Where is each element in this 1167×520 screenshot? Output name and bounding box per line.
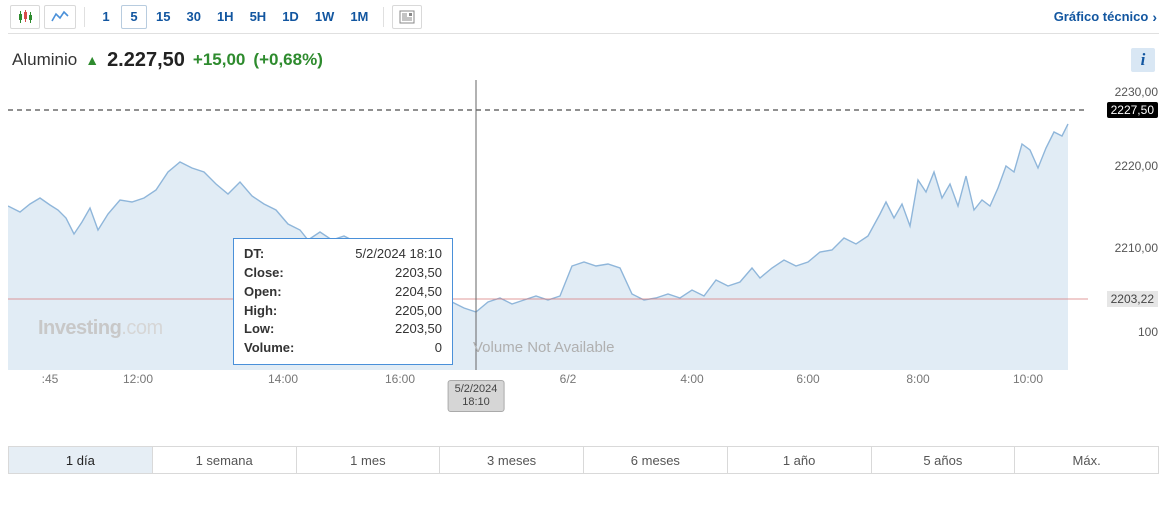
tooltip-value: 2204,50 [395,283,442,302]
technical-chart-link[interactable]: Gráfico técnico › [1054,9,1157,25]
tooltip-value: 2205,00 [395,302,442,321]
instrument-header: Aluminio ▲ 2.227,50 +15,00 (+0,68%) i [8,34,1159,80]
x-axis-tick: 12:00 [123,372,153,386]
chart-widget: 1515301H5H1D1W1M Gráfico técnico › Alumi… [0,0,1167,520]
direction-up-icon: ▲ [85,52,99,68]
instrument-price: 2.227,50 [107,49,185,72]
range-tab-6[interactable]: 5 años [872,447,1016,473]
chart-toolbar: 1515301H5H1D1W1M Gráfico técnico › [8,4,1159,34]
chart-type-candlestick-button[interactable] [10,5,40,29]
watermark: Investing.com [38,317,163,340]
y-axis-tick: 100 [1138,325,1158,339]
y-axis-tick: 2230,00 [1115,85,1158,99]
tooltip-row: DT: 5/2/2024 18:10 [244,245,442,264]
watermark-domain: .com [121,317,162,339]
tooltip-row: Open: 2204,50 [244,283,442,302]
info-button[interactable]: i [1131,48,1155,72]
interval-1m-button[interactable]: 1M [343,5,375,29]
price-chart[interactable]: 2230,00 2220,00 2210,00 100 2227,50 2203,22 :… [8,80,1158,410]
ohlc-tooltip: DT: 5/2/2024 18:10 Close: 2203,50 Open: 2204,… [233,238,453,365]
chevron-right-icon: › [1152,9,1157,25]
interval-1d-button[interactable]: 1D [275,5,306,29]
volume-not-available-label: Volume Not Available [473,339,614,356]
crosshair-time-label: 5/2/2024 18:10 [448,380,505,412]
newspaper-icon [399,10,415,24]
x-axis-tick: 10:00 [1013,372,1043,386]
tooltip-row: Low: 2203,50 [244,320,442,339]
x-axis-tick: 8:00 [906,372,929,386]
interval-30-button[interactable]: 30 [179,5,207,29]
range-tab-7[interactable]: Máx. [1015,447,1158,473]
y-axis-ref-price: 2203,22 [1107,291,1158,307]
price-change-pct: (+0,68%) [253,50,322,70]
technical-chart-label: Gráfico técnico [1054,9,1149,24]
toolbar-separator [84,7,85,27]
tooltip-row: High: 2205,00 [244,302,442,321]
interval-5h-button[interactable]: 5H [243,5,274,29]
tooltip-key: Low: [244,320,274,339]
tooltip-value: 5/2/2024 18:10 [355,245,442,264]
x-axis-tick: 6:00 [796,372,819,386]
interval-1w-button[interactable]: 1W [308,5,342,29]
range-tab-4[interactable]: 6 meses [584,447,728,473]
x-axis-tick: 14:00 [268,372,298,386]
y-axis-current-price: 2227,50 [1107,102,1158,118]
interval-buttons: 1515301H5H1D1W1M [93,5,375,29]
tooltip-key: High: [244,302,277,321]
range-tab-3[interactable]: 3 meses [440,447,584,473]
instrument-name: Aluminio [12,50,77,70]
tooltip-key: DT: [244,245,264,264]
y-axis-tick: 2220,00 [1115,159,1158,173]
news-toggle-button[interactable] [392,5,422,29]
tooltip-key: Close: [244,264,284,283]
tooltip-value: 2203,50 [395,320,442,339]
range-tab-0[interactable]: 1 día [9,447,153,473]
toolbar-separator [383,7,384,27]
candlestick-icon [17,9,33,25]
tooltip-row: Close: 2203,50 [244,264,442,283]
x-axis-tick: :45 [42,372,59,386]
tooltip-key: Open: [244,283,282,302]
price-change-abs: +15,00 [193,50,245,70]
tooltip-value: 0 [435,339,442,358]
interval-1h-button[interactable]: 1H [210,5,241,29]
interval-1-button[interactable]: 1 [93,5,119,29]
crosshair-time: 18:10 [455,396,498,409]
x-axis-tick: 6/2 [560,372,577,386]
x-axis-tick: 16:00 [385,372,415,386]
range-tab-1[interactable]: 1 semana [153,447,297,473]
y-axis-tick: 2210,00 [1115,241,1158,255]
chart-type-line-button[interactable] [44,5,76,29]
watermark-brand: Investing [38,317,121,339]
range-tabs: 1 día1 semana1 mes3 meses6 meses1 año5 a… [8,446,1159,474]
tooltip-row: Volume: 0 [244,339,442,358]
tooltip-key: Volume: [244,339,294,358]
line-chart-icon [51,10,69,24]
interval-15-button[interactable]: 15 [149,5,177,29]
tooltip-value: 2203,50 [395,264,442,283]
crosshair-date: 5/2/2024 [455,383,498,396]
range-tab-2[interactable]: 1 mes [297,447,441,473]
interval-5-button[interactable]: 5 [121,5,147,29]
x-axis-tick: 4:00 [680,372,703,386]
range-tab-5[interactable]: 1 año [728,447,872,473]
